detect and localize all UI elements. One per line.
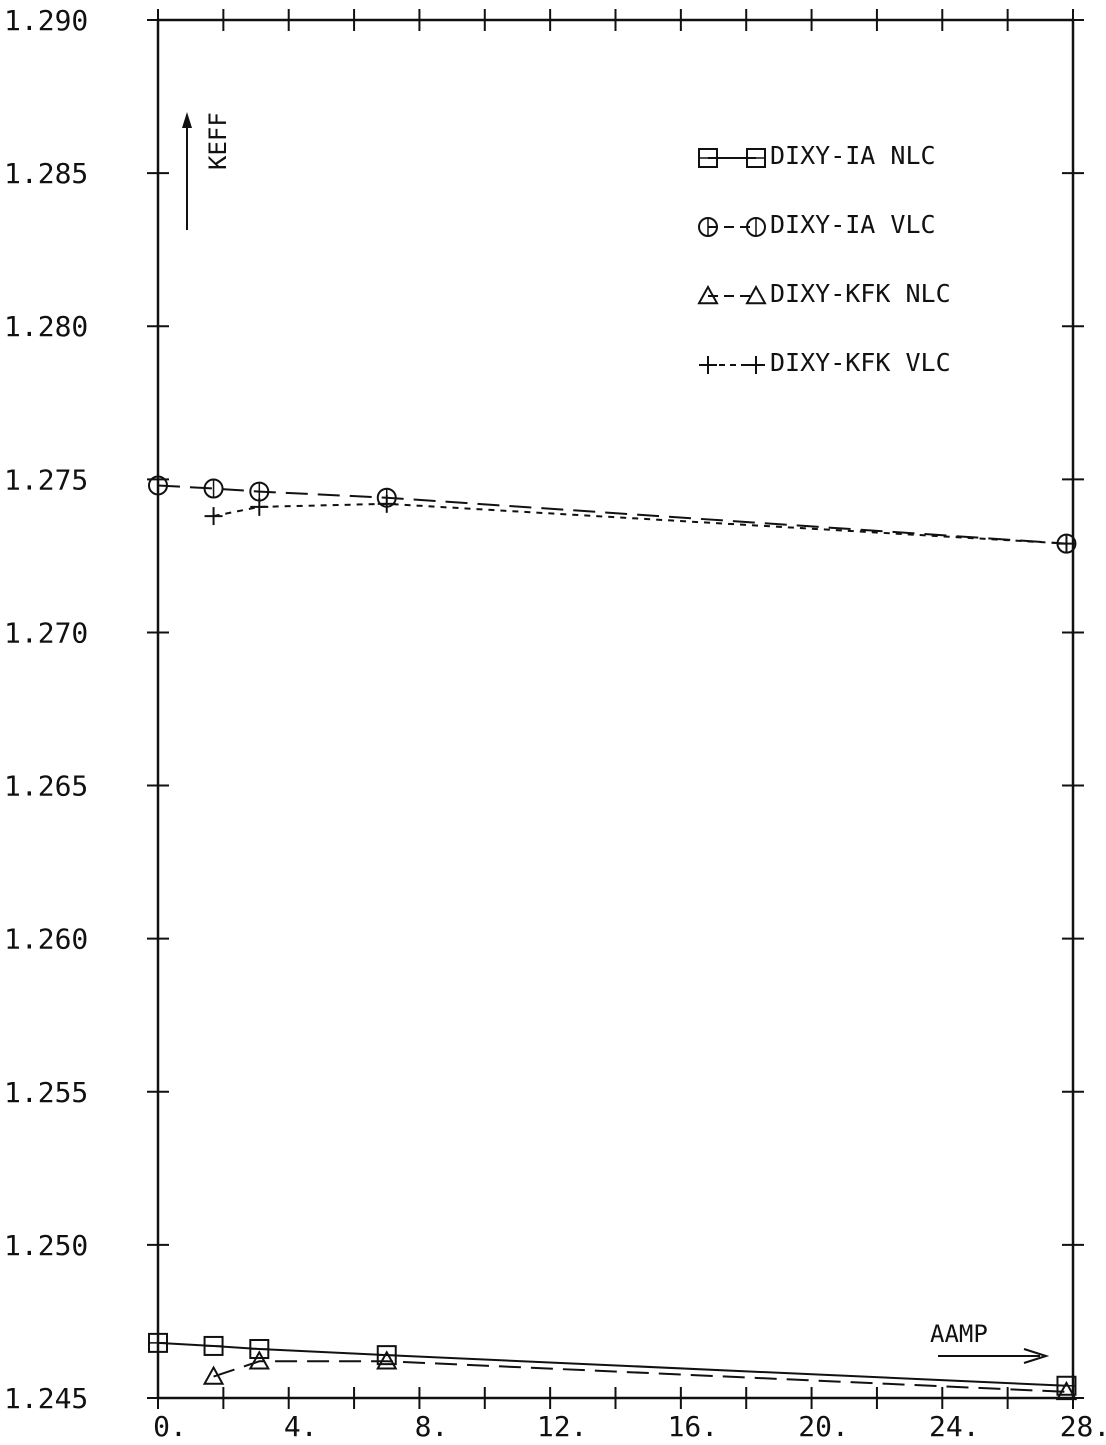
y-tick-label: 1.255 (4, 1076, 88, 1109)
y-tick-label: 1.245 (4, 1382, 88, 1415)
x-axis-label: AAMP (930, 1320, 988, 1348)
legend-entry: DIXY-IA VLC (698, 210, 936, 239)
triangle-marker (202, 1365, 225, 1385)
legend-entry: DIXY-KFK NLC (697, 279, 951, 308)
legend-entry: DIXY-KFK VLC (699, 348, 951, 377)
x-tick-label: 0. (153, 1410, 187, 1443)
series-lines (157, 484, 1067, 1393)
y-axis-label: KEFF (204, 112, 232, 170)
series-line (157, 1341, 1067, 1387)
triangle-marker (376, 1350, 398, 1370)
triangle-marker (745, 284, 767, 305)
x-axis-arrowhead-icon (1023, 1348, 1050, 1364)
triangle-marker (248, 1350, 271, 1370)
legend-entry: DIXY-IA NLC (698, 141, 936, 170)
x-tick-label: 20. (798, 1410, 849, 1443)
x-axis-label-group: AAMP (930, 1320, 1050, 1364)
x-tick-label: 28. (1060, 1410, 1106, 1443)
x-tick-label: 4. (284, 1410, 318, 1443)
x-tick-label: 12. (537, 1410, 588, 1443)
y-tick-label: 1.270 (4, 616, 88, 649)
series-markers (148, 475, 1078, 1401)
triangle-marker (697, 284, 719, 305)
y-axis-label-group: KEFF (182, 112, 232, 230)
x-tick-label: 16. (668, 1410, 719, 1443)
legend-label: DIXY-IA VLC (770, 210, 936, 239)
y-tick-label: 1.265 (4, 770, 88, 803)
x-tick-label: 8. (415, 1410, 449, 1443)
series-line (213, 502, 1067, 545)
y-tick-label: 1.290 (4, 4, 88, 37)
triangle-marker (1055, 1380, 1078, 1401)
y-tick-label: 1.260 (4, 923, 88, 956)
y-tick-label: 1.285 (4, 157, 88, 190)
tick-labels: 0. 4. 8. 12. 16. 20. 24. 28. 1.245 1.250 1.255 1.26… (4, 4, 1106, 1443)
series-line (213, 1360, 1067, 1393)
series-line (157, 484, 1067, 545)
y-tick-label: 1.280 (4, 310, 88, 343)
legend-label: DIXY-IA NLC (770, 141, 936, 170)
x-tick-label: 24. (929, 1410, 980, 1443)
legend-label: DIXY-KFK VLC (770, 348, 951, 377)
y-tick-label: 1.250 (4, 1229, 88, 1262)
legend-label: DIXY-KFK NLC (770, 279, 951, 308)
legend: DIXY-IA NLC DIXY-IA VLC DIXY-KFK NLC DIXY-K… (697, 141, 951, 377)
plot-frame (156, 18, 1075, 1400)
axis-ticks (147, 9, 1084, 1409)
y-axis-arrowhead-icon (182, 112, 192, 128)
y-tick-label: 1.275 (4, 463, 88, 496)
